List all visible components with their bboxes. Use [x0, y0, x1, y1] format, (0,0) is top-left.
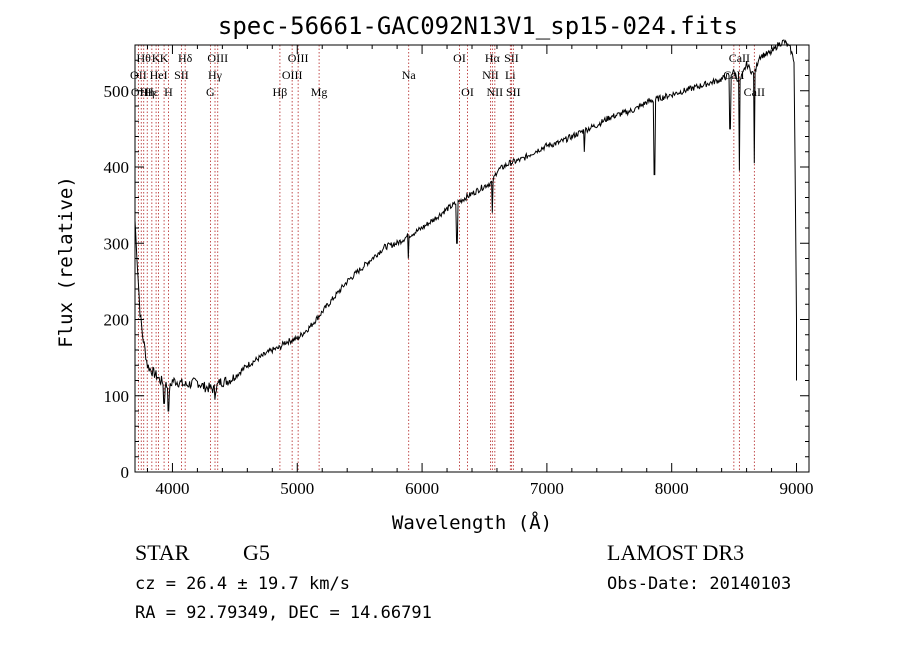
x-tick-label-7000: 7000: [530, 479, 564, 498]
line-marker-label-28: CaII: [729, 51, 750, 65]
line-marker-label-10: Hδ: [178, 51, 193, 65]
object-subclass: G5: [243, 540, 270, 565]
line-marker-label-12: Hγ: [208, 68, 223, 82]
y-tick-label-500: 500: [104, 82, 130, 101]
line-marker-label-25: SII: [504, 51, 519, 65]
line-marker-label-20: OI: [461, 85, 474, 99]
line-marker-label-1: OIII: [131, 85, 152, 99]
y-tick-label-200: 200: [104, 311, 130, 330]
line-marker-label-11: G: [206, 85, 215, 99]
line-marker-label-7: K: [160, 51, 169, 65]
plot-frame: [134, 44, 810, 473]
line-marker-label-8: H: [164, 85, 173, 99]
line-marker-label-23: NII: [487, 85, 504, 99]
y-axis-label: Flux (relative): [55, 176, 77, 348]
line-marker-label-15: OIII: [282, 68, 303, 82]
redshift-readout: cz = 26.4 ± 19.7 km/s: [135, 574, 350, 594]
line-marker-label-17: Mg: [311, 85, 328, 99]
x-tick-label-8000: 8000: [655, 479, 689, 498]
y-tick-label-400: 400: [104, 158, 130, 177]
x-tick-label-9000: 9000: [780, 479, 814, 498]
line-marker-label-4: Hε: [145, 85, 159, 99]
line-marker-label-29: CaII: [744, 85, 765, 99]
flux-series-line: [134, 39, 797, 412]
y-axis: 0 100 200 300 400 500: [104, 59, 809, 482]
x-axis-label: Wavelength (Å): [392, 511, 552, 534]
line-marker-label-2: Hθ: [137, 51, 152, 65]
line-marker-label-14: Hβ: [273, 85, 288, 99]
line-marker-label-24: Li: [505, 68, 516, 82]
x-tick-label-5000: 5000: [280, 479, 314, 498]
line-marker-label-16: OIII: [288, 51, 309, 65]
line-marker-label-26: SII: [506, 85, 521, 99]
x-tick-label-6000: 6000: [405, 479, 439, 498]
coordinates-readout: RA = 92.79349, DEC = 14.66791: [135, 603, 432, 623]
line-marker-label-6: HeI: [150, 68, 168, 82]
line-markers: OIIOIIIHθHηHεKHeIKHSIIHδGHγOIIIHβOIIIOII…: [130, 45, 765, 472]
survey-name: LAMOST DR3: [607, 540, 745, 565]
line-marker-label-19: OI: [453, 51, 466, 65]
line-marker-label-27: CaII: [723, 68, 744, 82]
line-marker-label-9: SII: [174, 68, 189, 82]
y-tick-label-300: 300: [104, 234, 130, 253]
line-marker-label-13: OIII: [207, 51, 228, 65]
x-tick-label-4000: 4000: [155, 479, 189, 498]
chart-title: spec-56661-GAC092N13V1_sp15-024.fits: [218, 12, 738, 40]
observation-date: Obs-Date: 20140103: [607, 574, 792, 594]
x-axis: 4000 5000 6000 7000 8000 9000: [146, 45, 814, 498]
y-tick-label-0: 0: [121, 463, 130, 482]
y-tick-label-100: 100: [104, 387, 130, 406]
line-marker-label-3: Hη: [140, 85, 155, 99]
object-class: STAR: [135, 540, 190, 565]
line-marker-label-21: NII: [482, 68, 499, 82]
line-marker-label-18: Na: [402, 68, 417, 82]
line-marker-label-22: Hα: [485, 51, 501, 65]
line-marker-label-5: K: [152, 51, 161, 65]
